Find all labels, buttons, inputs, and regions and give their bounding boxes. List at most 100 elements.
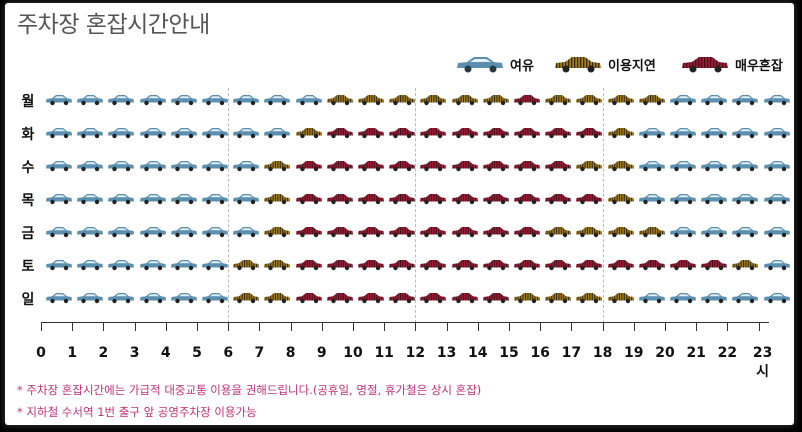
car-icon-busy [358, 161, 384, 172]
hour-label: 12 [405, 345, 426, 361]
car-icon-delay [264, 194, 291, 205]
car-icon-free [264, 128, 291, 139]
hour-label: 15 [499, 345, 519, 361]
car-icon-free [108, 128, 135, 139]
car-icon-free [108, 95, 135, 106]
car-icon-busy [451, 194, 478, 205]
car-icon-busy [576, 260, 603, 271]
car-icon-free [701, 227, 728, 238]
hour-label: 16 [530, 345, 550, 361]
car-icon-free [701, 293, 728, 304]
car-icon-delay [607, 161, 634, 172]
car-icon-free [670, 161, 696, 172]
car-icon-delay [545, 95, 572, 106]
car-icon-free [77, 227, 104, 238]
hour-label: 23시 [752, 345, 773, 380]
car-icon-free [670, 95, 696, 106]
day-label: 토 [21, 259, 35, 275]
car-icon-busy [358, 194, 384, 205]
car-icon-free [732, 128, 759, 139]
car-icon-delay [545, 293, 572, 304]
hour-label: 1 [67, 345, 78, 361]
car-icon-free [108, 161, 135, 172]
car-icon-busy [420, 227, 447, 238]
car-icon-delay [482, 95, 509, 106]
note-public-transport: * 주차장 혼잡시간에는 가급적 대중교통 이용을 권해드립니다.(공휴일, 명… [17, 383, 482, 397]
hour-divider [228, 88, 230, 328]
car-icon-free [77, 128, 104, 139]
car-icon-free [202, 194, 228, 205]
car-icon-free [170, 161, 197, 172]
car-icon-free [295, 95, 322, 106]
car-icon-busy [482, 260, 509, 271]
car-icon-free [233, 161, 260, 172]
hour-tick [165, 322, 167, 331]
legend-item-free: 여유 [455, 53, 534, 75]
car-icon-free [139, 95, 166, 106]
car-icon-free [202, 227, 228, 238]
car-icon-delay [295, 128, 322, 139]
car-icon-free [170, 227, 197, 238]
car-icon-busy [326, 161, 353, 172]
legend-label: 매우혼잡 [735, 58, 783, 74]
car-icon-free [732, 161, 759, 172]
hour-tick [446, 322, 448, 331]
car-icon-free [170, 260, 197, 271]
car-icon-busy [451, 161, 478, 172]
note-alternative-parking: * 지하철 수서역 1번 출구 앞 공영주차장 이용가능 [17, 405, 257, 419]
car-icon-free [139, 293, 166, 304]
hour-tick [415, 322, 417, 331]
car-icon-busy [326, 128, 353, 139]
car-icon-free [233, 128, 260, 139]
car-icon-free [670, 128, 696, 139]
car-icon-busy [482, 227, 509, 238]
car-icon-busy [358, 293, 384, 304]
car-icon-busy [482, 128, 509, 139]
car-icon-free [701, 95, 728, 106]
car-icon-busy [701, 260, 728, 271]
hour-label: 20 [655, 345, 675, 361]
hour-label: 11 [374, 345, 394, 361]
hour-tick [727, 322, 729, 331]
hour-label: 22 [717, 345, 738, 361]
car-icon-delay [358, 95, 384, 106]
car-icon-free [77, 194, 104, 205]
car-icon-free [108, 227, 135, 238]
car-icon-free [763, 194, 790, 205]
car-icon-busy [482, 293, 509, 304]
car-icon-delay [264, 293, 291, 304]
car-icon-busy [576, 194, 603, 205]
car-icon-busy [482, 161, 509, 172]
car-icon-delay [264, 161, 291, 172]
hour-divider [415, 88, 417, 328]
legend-label: 여유 [510, 58, 534, 74]
car-icon-busy [607, 260, 634, 271]
car-icon-busy [389, 293, 416, 304]
car-icon-delay [326, 95, 353, 106]
car-icon-free [202, 95, 228, 106]
car-icon-busy [358, 128, 384, 139]
car-icon-busy [545, 128, 572, 139]
car-icon-delay [607, 95, 634, 106]
car-icon-busy [514, 128, 540, 139]
car-icon-delay [607, 293, 634, 304]
car-icon-free [701, 161, 728, 172]
car-icon-free [670, 227, 696, 238]
hour-label: 19 [624, 345, 644, 361]
hour-tick [353, 322, 354, 331]
car-icon-busy [389, 128, 416, 139]
day-label: 수 [21, 160, 35, 176]
day-label: 화 [21, 127, 35, 143]
car-icon-busy [389, 227, 416, 238]
car-icon-free [139, 128, 166, 139]
car-icon-delay [732, 260, 759, 271]
car-icon-free [670, 293, 696, 304]
hour-tick [602, 322, 604, 331]
car-icon-busy [358, 260, 384, 271]
car-icon-free [46, 161, 72, 172]
car-icon-busy [358, 227, 384, 238]
congestion-grid: 0 1 2 3 4 5 6 7 8 9 10 11 12 13 14 15 16 17 18 19 20 21 22 23시 월… [5, 3, 794, 425]
car-icon-delay [264, 260, 291, 271]
hour-tick [571, 322, 573, 331]
car-icon-free [763, 260, 790, 271]
